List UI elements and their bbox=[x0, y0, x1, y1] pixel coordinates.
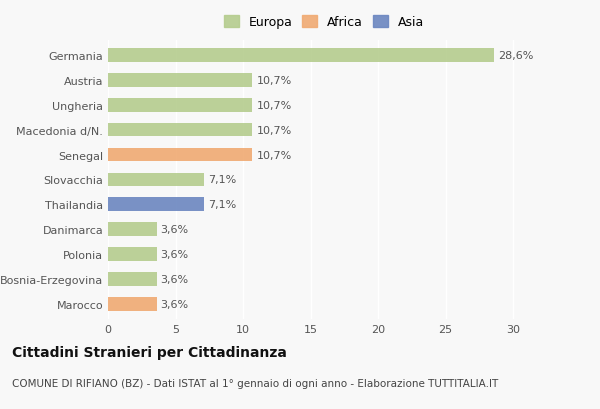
Bar bbox=[108, 247, 157, 261]
Bar bbox=[108, 297, 157, 311]
Text: 10,7%: 10,7% bbox=[257, 125, 292, 135]
Bar bbox=[108, 198, 204, 211]
Bar bbox=[108, 124, 253, 137]
Text: 10,7%: 10,7% bbox=[257, 101, 292, 110]
Text: 7,1%: 7,1% bbox=[208, 200, 236, 210]
Bar bbox=[108, 173, 204, 187]
Text: 3,6%: 3,6% bbox=[161, 225, 189, 235]
Bar bbox=[108, 148, 253, 162]
Text: 3,6%: 3,6% bbox=[161, 249, 189, 259]
Bar bbox=[108, 99, 253, 112]
Text: 28,6%: 28,6% bbox=[498, 51, 533, 61]
Bar bbox=[108, 49, 494, 63]
Bar bbox=[108, 74, 253, 88]
Text: 3,6%: 3,6% bbox=[161, 274, 189, 284]
Text: COMUNE DI RIFIANO (BZ) - Dati ISTAT al 1° gennaio di ogni anno - Elaborazione TU: COMUNE DI RIFIANO (BZ) - Dati ISTAT al 1… bbox=[12, 378, 498, 388]
Text: 7,1%: 7,1% bbox=[208, 175, 236, 185]
Text: 10,7%: 10,7% bbox=[257, 150, 292, 160]
Text: 10,7%: 10,7% bbox=[257, 76, 292, 85]
Text: 3,6%: 3,6% bbox=[161, 299, 189, 309]
Bar bbox=[108, 272, 157, 286]
Text: Cittadini Stranieri per Cittadinanza: Cittadini Stranieri per Cittadinanza bbox=[12, 346, 287, 360]
Bar bbox=[108, 223, 157, 236]
Legend: Europa, Africa, Asia: Europa, Africa, Asia bbox=[221, 14, 427, 32]
